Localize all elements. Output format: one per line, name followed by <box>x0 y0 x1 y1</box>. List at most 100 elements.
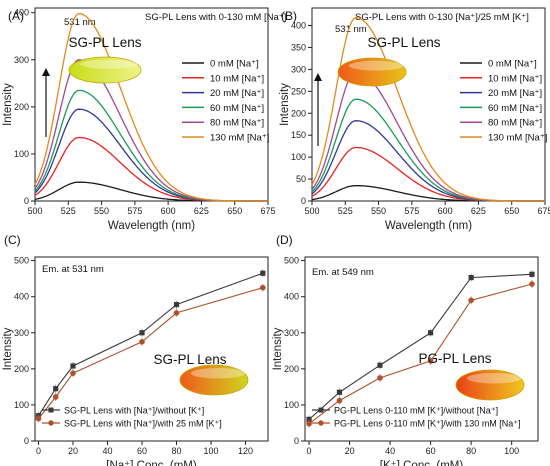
peak-label: 531 nm <box>64 17 96 28</box>
data-point <box>53 386 59 392</box>
y-tick-label: 500 <box>284 256 299 266</box>
data-point <box>173 302 180 308</box>
lens-icon <box>455 369 525 401</box>
data-point <box>377 362 383 368</box>
data-point <box>529 271 535 277</box>
lens-highlight <box>190 368 246 379</box>
y-tick-label: 200 <box>284 364 299 374</box>
x-tick-label: 40 <box>102 446 112 456</box>
y-tick-label: 300 <box>284 328 299 338</box>
y-axis-label: Intensity <box>2 327 14 370</box>
data-point <box>306 420 312 427</box>
panel-title: SG-PL Lens with 0-130 mM [Na⁺] <box>145 12 286 23</box>
data-point <box>428 330 434 336</box>
data-point <box>336 389 343 395</box>
legend-label: 10 mM [Na⁺] <box>210 73 264 84</box>
x-tick-label: 60 <box>137 446 147 456</box>
x-tick-label: 525 <box>338 206 353 216</box>
legend-label: 130 mM [Na⁺] <box>210 133 269 144</box>
y-tick-label: 100 <box>14 149 29 159</box>
x-tick-label: 550 <box>371 206 386 216</box>
x-axis-label: [Na⁺] Conc. (mM) <box>106 460 197 466</box>
series-line <box>34 181 268 202</box>
lens-highlight <box>80 59 138 69</box>
y-tick-label: 0 <box>301 196 306 206</box>
legend-label: 0 mM [Na⁺] <box>210 59 259 70</box>
lens-icon <box>179 364 249 396</box>
data-point <box>139 338 145 345</box>
series-line <box>38 272 263 416</box>
data-point <box>468 297 474 304</box>
series-line <box>308 273 532 420</box>
legend-label: 10 mM [Na⁺] <box>488 73 542 84</box>
panel-tag: (B) <box>281 9 297 23</box>
legend-marker <box>318 407 324 413</box>
series-line <box>34 136 268 202</box>
series-line <box>38 287 263 419</box>
emission-annotation: Em. at 531 nm <box>42 264 104 275</box>
legend-marker <box>48 407 54 413</box>
y-tick-label: 100 <box>284 400 299 410</box>
legend-label: 80 mM [Na⁺] <box>210 118 264 129</box>
y-tick-label: 200 <box>14 102 29 112</box>
x-tick-label: 625 <box>194 206 209 216</box>
x-tick-label: 40 <box>385 446 395 456</box>
x-tick-label: 20 <box>68 446 78 456</box>
x-tick-label: 650 <box>227 206 242 216</box>
x-tick-label: 100 <box>504 446 519 456</box>
x-tick-label: 500 <box>304 206 319 216</box>
y-tick-label: 300 <box>291 64 306 74</box>
x-axis-label: Wavelength (nm) <box>108 220 195 232</box>
y-tick-label: 400 <box>14 292 29 302</box>
data-point <box>427 358 434 364</box>
y-tick-label: 400 <box>284 292 299 302</box>
y-tick-label: 250 <box>291 86 306 96</box>
legend-label: PG-PL Lens 0-110 mM [K⁺]/without [Na⁺] <box>334 406 498 416</box>
panel-d: 0 20 40 60 80 100 0 100 200 300 400 500 [K⁺] Conc. (… <box>272 233 539 466</box>
panel-tag: (C) <box>4 233 21 247</box>
legend-label: 0 mM [Na⁺] <box>488 59 537 70</box>
data-point <box>336 397 343 404</box>
legend-marker <box>318 420 324 426</box>
panel-c: 0 20 40 60 80 100 120 0 100 200 300 400 500 [Na⁺] Con… <box>2 233 269 466</box>
emission-annotation: Em. at 549 nm <box>312 267 374 278</box>
y-tick-label: 200 <box>291 108 306 118</box>
x-tick-label: 525 <box>61 206 76 216</box>
x-tick-label: 650 <box>504 206 519 216</box>
x-tick-label: 675 <box>260 206 275 216</box>
panel-a: 500 525 550 575 600 625 650 675 0 100 200 300 400 Wav… <box>2 7 286 232</box>
legend-label: 80 mM [Na⁺] <box>488 118 542 129</box>
y-tick-label: 150 <box>291 130 306 140</box>
lens-label: SG-PL Lens <box>153 352 226 367</box>
data-point <box>139 330 145 336</box>
legend-label: SG-PL Lens with [Na⁺]/with 25 mM [K⁺] <box>64 419 222 429</box>
x-tick-label: 20 <box>345 446 355 456</box>
x-tick-label: 80 <box>172 446 182 456</box>
x-tick-label: 100 <box>204 446 219 456</box>
data-point <box>377 375 383 381</box>
y-tick-label: 50 <box>296 174 306 184</box>
panel-tag: (D) <box>276 233 293 247</box>
data-point <box>70 363 76 369</box>
legend-label: SG-PL Lens with [Na⁺]/without [K⁺] <box>64 406 204 416</box>
y-axis-label: Intensity <box>272 327 284 370</box>
y-tick-label: 100 <box>14 400 29 410</box>
series-line <box>311 17 545 202</box>
x-tick-label: 625 <box>471 206 486 216</box>
x-tick-label: 675 <box>537 206 550 216</box>
series-line <box>308 283 533 425</box>
y-tick-label: 0 <box>24 196 29 206</box>
y-tick-label: 500 <box>14 256 29 266</box>
data-point <box>529 281 535 287</box>
legend-label: 130 mM [Na⁺] <box>488 133 547 144</box>
y-tick-label: 0 <box>294 436 299 446</box>
x-tick-label: 600 <box>438 206 453 216</box>
lens-highlight <box>466 373 522 384</box>
data-point <box>260 284 266 291</box>
data-point <box>35 415 42 422</box>
plot-frame <box>311 7 546 202</box>
data-point <box>173 310 180 316</box>
plot-frame <box>34 7 269 202</box>
panel-title: SG-PL Lens with 0-130 [Na⁺]/25 mM [K⁺] <box>355 12 529 23</box>
lens-icon <box>337 57 407 87</box>
